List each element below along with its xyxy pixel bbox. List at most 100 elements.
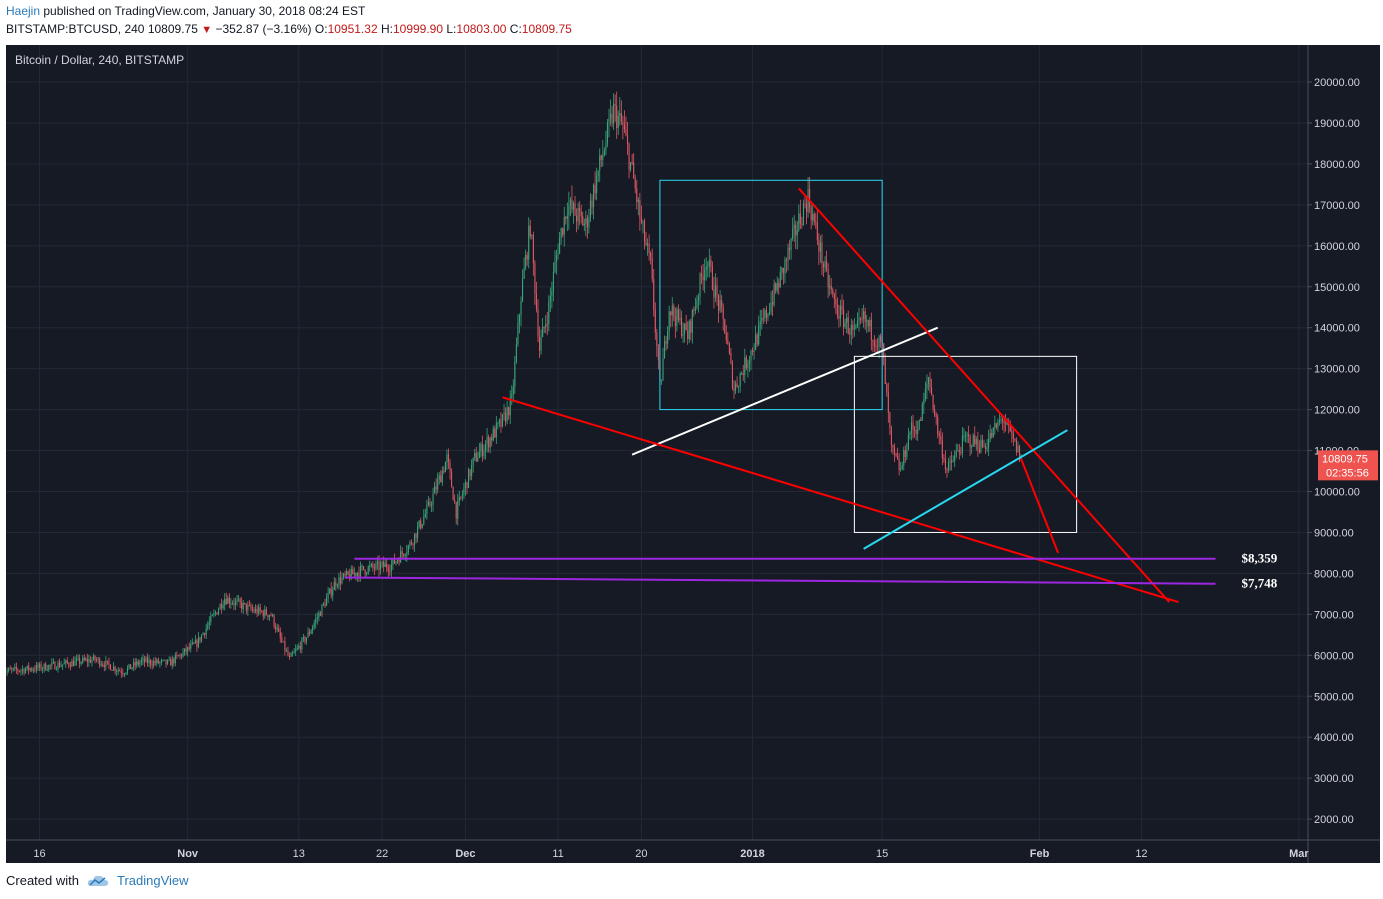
- candle-body: [560, 228, 562, 239]
- candle-body: [417, 526, 419, 538]
- candle-body: [503, 412, 505, 415]
- candle-body: [643, 221, 646, 242]
- candle-body: [855, 325, 857, 329]
- candle-body: [947, 462, 950, 471]
- candle-body: [424, 513, 426, 517]
- candle-body: [335, 582, 337, 586]
- candle-body: [472, 457, 474, 465]
- candle-body: [517, 322, 519, 345]
- footer: Created with TradingView: [6, 873, 189, 888]
- candle-body: [728, 344, 730, 354]
- countdown-label: 02:35:56: [1326, 467, 1369, 479]
- candle-body: [491, 437, 493, 441]
- candle-body: [60, 665, 62, 667]
- candle-body: [557, 253, 559, 256]
- candle-body: [270, 615, 272, 617]
- candle-body: [796, 230, 798, 236]
- candle-body: [383, 561, 385, 568]
- candle-body: [398, 559, 400, 563]
- candle-body: [397, 559, 399, 562]
- y-tick-label: 17000.00: [1314, 200, 1360, 212]
- candle-body: [395, 561, 397, 564]
- candle-body: [261, 610, 263, 612]
- candle-body: [11, 669, 13, 671]
- candle-body: [34, 669, 36, 671]
- candle-body: [31, 668, 33, 671]
- candle-body: [156, 659, 158, 663]
- candle-body: [310, 630, 312, 634]
- candle-body: [684, 323, 686, 334]
- candle-body: [282, 641, 284, 643]
- chart-svg[interactable]: 20000.00 19000.00 18000.00 17000.00 16000.00…: [6, 45, 1380, 863]
- chart-area[interactable]: 20000.00 19000.00 18000.00 17000.00 16000.00…: [6, 45, 1380, 863]
- candle-body: [992, 427, 994, 437]
- candle-body: [961, 435, 963, 454]
- candle-body: [619, 113, 621, 116]
- candle-body: [631, 162, 633, 164]
- candle-body: [38, 663, 41, 668]
- candle-body: [656, 332, 658, 347]
- candle-body: [571, 199, 573, 210]
- candle-body: [725, 333, 727, 341]
- candle-body: [926, 383, 928, 389]
- candle-body: [151, 664, 153, 666]
- candle-body: [721, 300, 723, 307]
- candle-body: [273, 615, 275, 627]
- candle-body: [623, 124, 625, 130]
- tradingview-cloud-icon[interactable]: [87, 874, 109, 888]
- candle-body: [998, 420, 1001, 422]
- y-tick-label: 4000.00: [1314, 732, 1354, 744]
- candle-body: [355, 572, 357, 577]
- candle-body: [985, 446, 987, 450]
- candle-body: [918, 420, 920, 430]
- candle-body: [196, 640, 198, 647]
- author-link[interactable]: Haejin: [6, 4, 41, 18]
- candle-body: [404, 555, 406, 557]
- y-tick-label: 2000.00: [1314, 814, 1354, 826]
- candle-body: [322, 603, 325, 605]
- candle-body: [97, 658, 99, 660]
- candle-body: [23, 668, 25, 673]
- candle-body: [342, 573, 345, 578]
- candle-body: [668, 311, 670, 331]
- candle-body: [426, 505, 428, 514]
- candle-body: [707, 265, 709, 268]
- candle-body: [211, 614, 213, 616]
- candle-body: [457, 501, 459, 519]
- candle-body: [182, 652, 184, 657]
- candle-body: [136, 661, 138, 666]
- candle-body: [934, 409, 936, 415]
- candle-body: [321, 604, 323, 616]
- candle-body: [207, 625, 209, 629]
- candle-body: [576, 215, 578, 222]
- candle-body: [102, 664, 104, 666]
- candle-body: [515, 344, 517, 362]
- candle-body: [276, 628, 278, 630]
- candle-body: [111, 670, 113, 672]
- candle-body: [202, 633, 204, 635]
- candle-body: [852, 324, 854, 330]
- candle-body: [256, 608, 258, 614]
- candle-body: [48, 665, 50, 670]
- candle-body: [167, 660, 169, 665]
- candle-body: [940, 436, 942, 441]
- candle-body: [724, 318, 726, 334]
- candle-body: [930, 387, 933, 396]
- candle-body: [264, 609, 266, 617]
- candle-body: [400, 551, 402, 563]
- candle-body: [708, 259, 710, 266]
- candle-body: [205, 628, 207, 635]
- candle-body: [290, 653, 292, 657]
- candle-body: [819, 242, 821, 252]
- candle-body: [501, 414, 504, 427]
- candle-body: [977, 439, 979, 450]
- candle-body: [779, 271, 781, 288]
- tradingview-link[interactable]: TradingView: [116, 873, 189, 888]
- candle-body: [228, 597, 230, 604]
- candle-body: [471, 464, 473, 477]
- open-value: 10951.32: [327, 22, 378, 36]
- x-tick-label: 12: [1135, 848, 1147, 860]
- candle-body: [26, 665, 28, 670]
- candle-body: [974, 435, 976, 445]
- candle-body: [89, 659, 91, 663]
